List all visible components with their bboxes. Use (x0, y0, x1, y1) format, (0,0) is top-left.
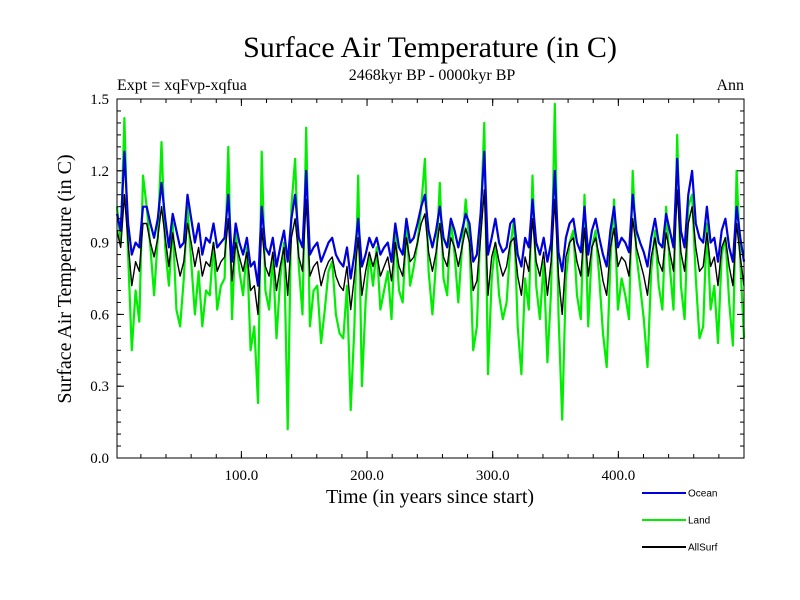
tick-label-layer: 0.0 0.3 0.6 0.9 1.2 1.5 100.0 200.0 300.0 400.0 (90, 92, 635, 484)
series-line-land (115, 102, 746, 431)
x-tick-label: 200.0 (350, 468, 384, 484)
legend: Ocean Land AllSurf (642, 489, 718, 554)
y-tick-label: 0.9 (90, 236, 109, 252)
axes-layer (116, 98, 745, 459)
y-tick-label: 0.3 (90, 379, 109, 395)
experiment-label: Expt = xqFvp-xqfua (117, 77, 247, 94)
series-line-ocean (115, 150, 746, 287)
y-tick-label: 0.0 (90, 451, 109, 467)
series-layer (115, 102, 746, 431)
y-tick-label: 1.5 (90, 92, 109, 108)
season-label: Ann (716, 77, 744, 94)
chart-title: Surface Air Temperature (in C) (243, 31, 617, 64)
chart-subtitle: 2468kyr BP - 0000kyr BP (349, 67, 516, 84)
legend-label-allsurf: AllSurf (688, 543, 718, 554)
y-tick-label: 1.2 (90, 164, 109, 180)
x-axis-label: Time (in years since start) (326, 486, 534, 508)
legend-label-ocean: Ocean (688, 489, 717, 500)
series-line-allsurf (116, 189, 745, 316)
y-tick-label: 0.6 (90, 307, 109, 323)
x-tick-label: 300.0 (476, 468, 510, 484)
x-tick-label: 400.0 (601, 468, 635, 484)
x-tick-label: 100.0 (225, 468, 259, 484)
y-axis-label: Surface Air Temperature (in C) (54, 154, 76, 403)
legend-label-land: Land (688, 516, 710, 527)
